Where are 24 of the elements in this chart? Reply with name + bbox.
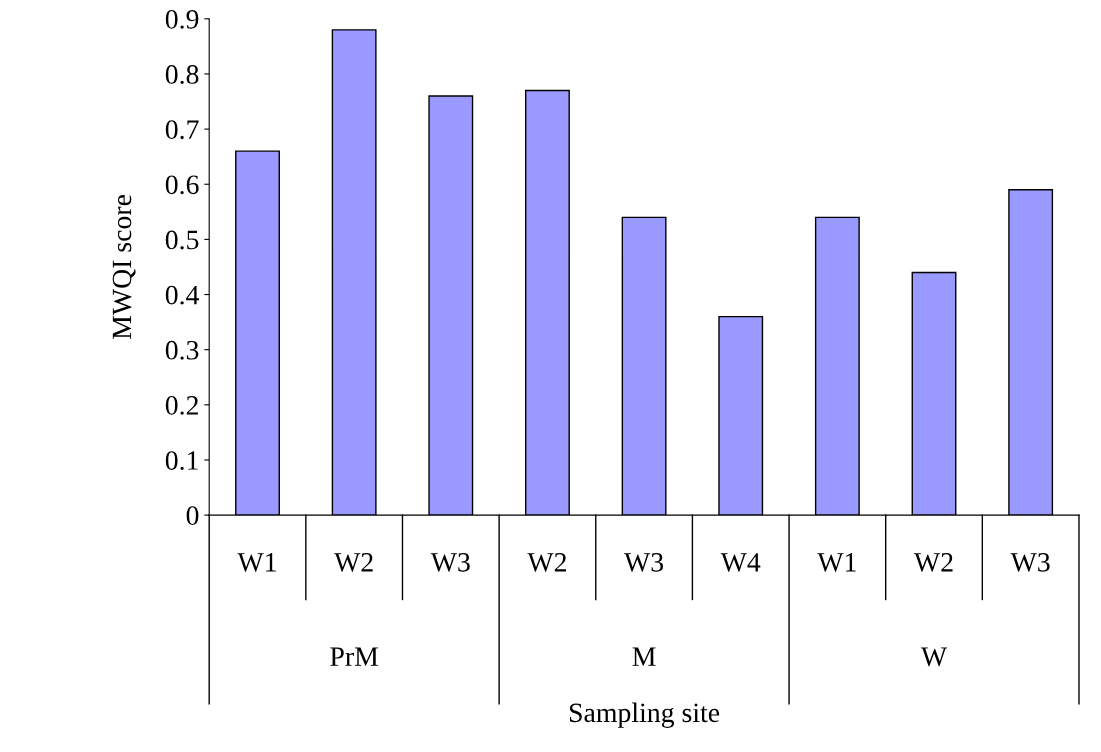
y-tick-label: 0.2 — [165, 395, 198, 415]
y-tick-label: 0.1 — [165, 451, 198, 471]
y-tick-label: 0.9 — [165, 9, 199, 29]
x-tick-label: W2 — [334, 553, 373, 572]
y-tick-label: 0.5 — [165, 230, 199, 250]
x-tick-label: W4 — [720, 553, 761, 572]
y-tick-label: 0.3 — [165, 340, 199, 360]
y-tick-label: 0 — [186, 506, 199, 526]
x-tick-label: W3 — [624, 553, 664, 572]
y-axis-title: MWQI score — [112, 195, 136, 340]
x-tick-label: W3 — [430, 553, 470, 572]
y-tick-label: 0.6 — [165, 175, 199, 195]
x-tick-label: W1 — [237, 553, 276, 572]
x-tick-label: W2 — [527, 553, 566, 572]
x-tick-label: W1 — [817, 553, 856, 572]
text: M — [632, 647, 656, 666]
text: PrM — [330, 647, 379, 666]
y-tick-label: 0.4 — [165, 285, 200, 305]
x-tick-label: W2 — [913, 553, 953, 572]
y-tick-label: 0.7 — [165, 120, 199, 140]
x-axis-title: Sampling site — [569, 702, 720, 728]
y-tick-label: 0.8 — [165, 65, 199, 84]
x-tick-label: W3 — [1010, 553, 1050, 572]
text: W — [920, 647, 948, 667]
